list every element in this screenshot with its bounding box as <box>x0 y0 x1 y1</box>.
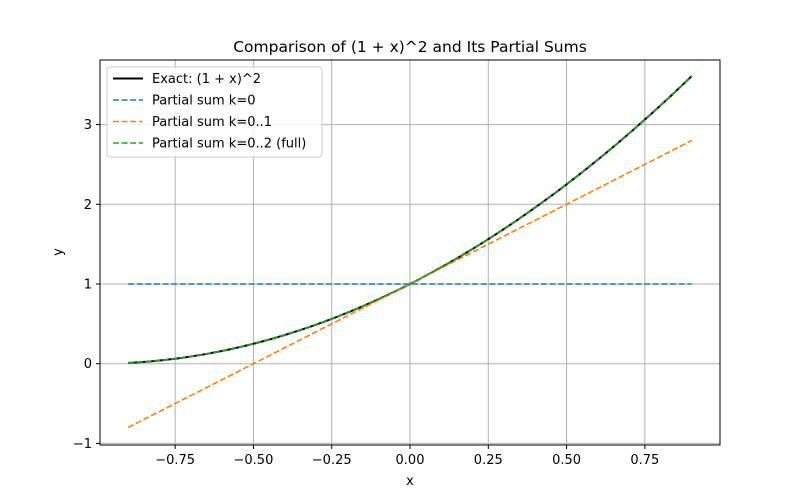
y-tick-label: 1 <box>84 277 92 292</box>
legend-label: Partial sum k=0..1 <box>152 115 272 130</box>
x-tick-label: 0.00 <box>396 453 425 468</box>
series-lines <box>127 75 693 429</box>
chart-title: Comparison of (1 + x)^2 and Its Partial … <box>233 38 587 56</box>
y-tick-label: 3 <box>84 118 92 133</box>
axis-ticks: −0.75 −0.50 −0.25 0.00 0.25 0.50 0.75 −1 0 1 2 3 <box>73 118 659 468</box>
series-line <box>128 75 693 364</box>
series-line <box>127 139 693 429</box>
legend: Exact: (1 + x)^2 Partial sum k=0 Partial s… <box>106 66 323 158</box>
y-tick-label: 2 <box>84 198 92 213</box>
y-axis-label: y <box>51 248 66 256</box>
legend-box <box>106 66 323 158</box>
legend-label: Exact: (1 + x)^2 <box>152 72 261 87</box>
x-tick-label: 0.25 <box>474 453 503 468</box>
y-tick-label: 0 <box>84 357 92 372</box>
x-tick-label: −0.25 <box>312 453 352 468</box>
x-tick-label: 0.50 <box>552 453 581 468</box>
x-tick-label: −0.75 <box>155 453 195 468</box>
x-tick-label: −0.50 <box>234 453 274 468</box>
x-axis-label: x <box>406 474 414 489</box>
legend-label: Partial sum k=0..2 (full) <box>152 137 306 152</box>
y-tick-label: −1 <box>73 437 92 452</box>
legend-label: Partial sum k=0 <box>152 94 256 109</box>
x-tick-label: 0.75 <box>630 453 659 468</box>
